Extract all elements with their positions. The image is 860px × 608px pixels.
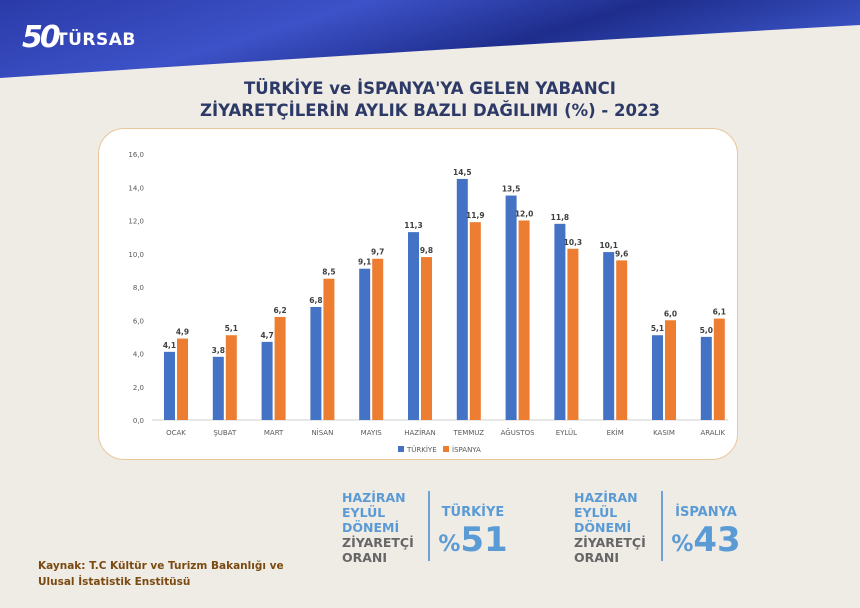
data-label: 3,8: [212, 346, 225, 355]
data-label: 9,8: [420, 246, 433, 255]
data-label: 4,9: [176, 328, 189, 337]
data-label: 6,0: [664, 309, 677, 318]
y-tick-label: 2,0: [133, 384, 144, 392]
bar-i̇spanya: [616, 260, 628, 420]
bar-i̇spanya: [713, 318, 725, 420]
x-tick-label: EKİM: [607, 428, 624, 437]
tursab-logo: 50 TÜRSAB: [22, 20, 136, 55]
bar-türki̇ye: [359, 268, 371, 420]
x-tick-label: ŞUBAT: [213, 429, 237, 437]
y-tick-label: 12,0: [128, 218, 144, 226]
bar-i̇spanya: [274, 316, 286, 420]
data-label: 13,5: [502, 185, 521, 194]
page-title: TÜRKİYE ve İSPANYA'YA GELEN YABANCI ZİYAR…: [200, 79, 660, 120]
legend-label: TÜRKİYE: [406, 445, 437, 454]
data-label: 11,9: [466, 211, 485, 220]
data-label: 11,3: [404, 221, 423, 230]
x-tick-label: HAZİRAN: [404, 428, 436, 437]
x-tick-label: TEMMUZ: [453, 429, 485, 437]
data-label: 14,5: [453, 168, 472, 177]
x-tick-label: MART: [264, 429, 284, 437]
stat-ispanya: İSPANYA %43: [671, 505, 741, 560]
bar-türki̇ye: [554, 223, 566, 420]
data-label: 6,2: [273, 306, 286, 315]
data-label: 5,1: [225, 324, 238, 333]
x-tick-label: EYLÜL: [556, 428, 577, 437]
bar-türki̇ye: [261, 341, 273, 420]
bar-türki̇ye: [164, 351, 175, 420]
x-tick-label: ARALIK: [700, 429, 725, 437]
data-label: 11,8: [551, 213, 570, 222]
x-tick-label: MAYIS: [361, 429, 383, 437]
bar-türki̇ye: [456, 178, 468, 420]
bar-türki̇ye: [505, 195, 517, 420]
y-tick-label: 8,0: [133, 284, 144, 292]
x-tick-label: KASIM: [653, 429, 675, 437]
y-tick-label: 6,0: [133, 317, 144, 325]
data-label: 10,3: [564, 238, 583, 247]
y-tick-label: 16,0: [128, 151, 144, 159]
data-label: 9,7: [371, 248, 384, 257]
data-label: 5,1: [651, 324, 664, 333]
data-label: 9,1: [358, 258, 371, 267]
bar-i̇spanya: [225, 335, 237, 420]
bar-i̇spanya: [469, 222, 481, 420]
legend-swatch: [398, 446, 404, 452]
bar-i̇spanya: [323, 278, 335, 420]
flag-banner: [0, 0, 860, 78]
x-tick-label: OCAK: [166, 429, 186, 437]
bar-i̇spanya: [567, 248, 579, 420]
bar-i̇spanya: [518, 220, 530, 420]
bar-i̇spanya: [372, 258, 384, 420]
divider: [661, 491, 663, 561]
bar-türki̇ye: [603, 252, 615, 420]
y-tick-label: 10,0: [128, 251, 144, 259]
divider: [428, 491, 430, 561]
x-tick-label: NİSAN: [311, 428, 333, 437]
bar-i̇spanya: [421, 257, 432, 420]
data-label: 10,1: [599, 241, 618, 250]
bar-i̇spanya: [665, 320, 676, 420]
x-tick-label: AĞUSTOS: [501, 428, 535, 437]
bar-türki̇ye: [700, 336, 712, 420]
data-label: 9,6: [615, 249, 628, 258]
source-note: Kaynak: T.C Kültür ve Turizm Bakanlığı v…: [38, 560, 284, 588]
bar-türki̇ye: [408, 232, 419, 420]
data-label: 6,1: [713, 308, 726, 317]
y-tick-label: 0,0: [133, 417, 144, 425]
data-label: 12,0: [515, 210, 534, 219]
data-label: 6,8: [309, 296, 322, 305]
y-tick-label: 4,0: [133, 351, 144, 359]
legend-label: İSPANYA: [452, 445, 481, 454]
data-label: 4,7: [260, 331, 273, 340]
data-label: 4,1: [163, 341, 176, 350]
bar-türki̇ye: [652, 335, 663, 420]
bar-türki̇ye: [310, 306, 322, 420]
y-tick-label: 14,0: [128, 184, 144, 192]
data-label: 8,5: [322, 268, 335, 277]
data-label: 5,0: [700, 326, 713, 335]
stat-turkiye: TÜRKİYE %51: [438, 505, 508, 560]
legend-swatch: [443, 446, 449, 452]
stat-block-ispanya-label: HAZİRAN EYLÜL DÖNEMİ ZİYARETÇİ ORANI: [574, 490, 646, 565]
stat-block-turkiye-label: HAZİRAN EYLÜL DÖNEMİ ZİYARETÇİ ORANI: [342, 490, 414, 565]
bar-türki̇ye: [212, 356, 224, 420]
bar-i̇spanya: [177, 338, 188, 420]
